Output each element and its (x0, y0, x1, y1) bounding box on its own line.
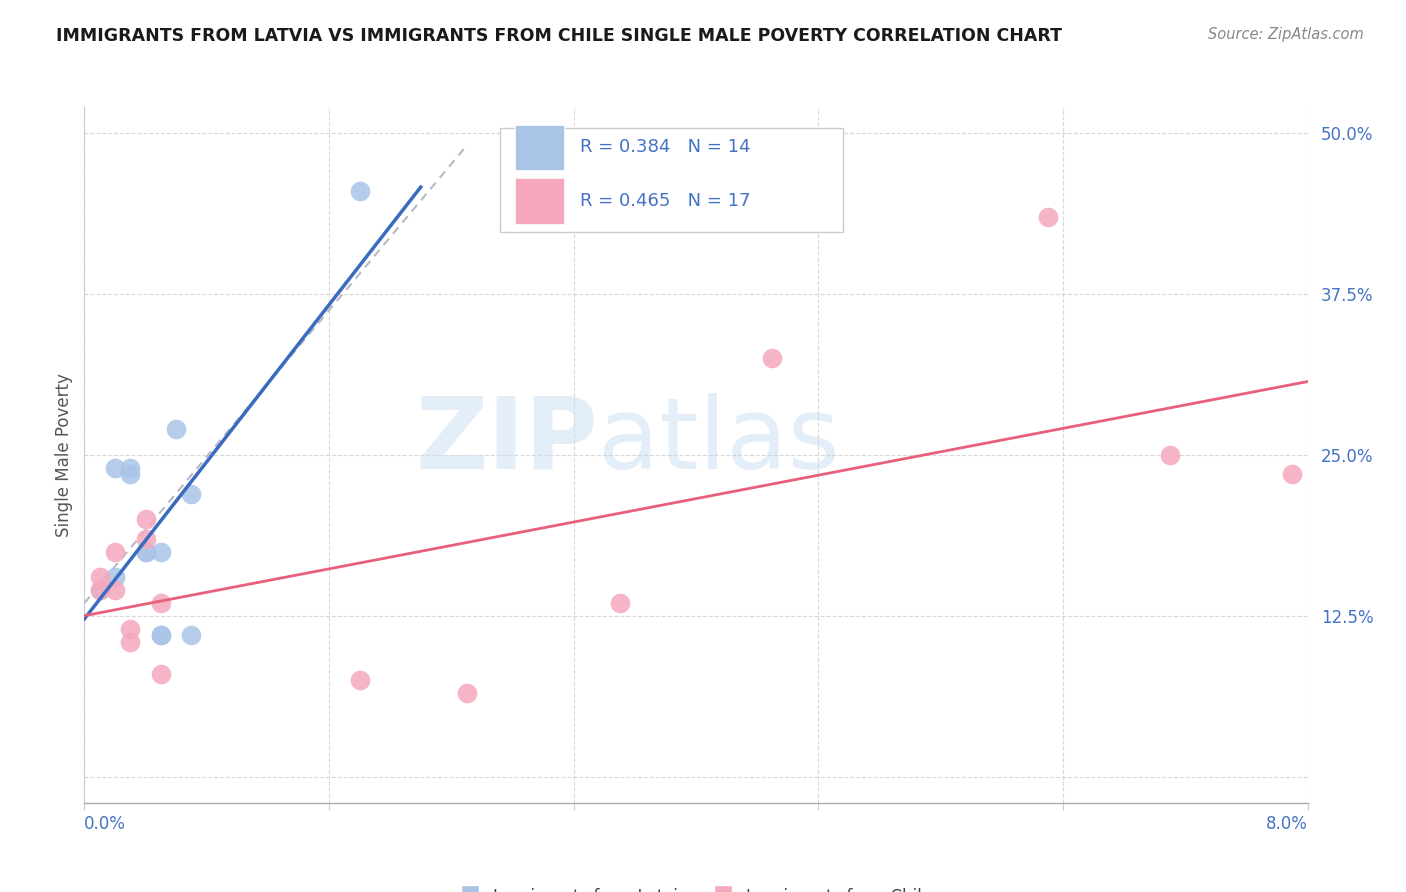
Point (89, 583, 111, 598)
Point (1036, 210, 1059, 224)
Point (104, 583, 127, 598)
Y-axis label: Single Male Poverty: Single Male Poverty (55, 373, 73, 537)
Point (135, 512, 157, 526)
Legend: Immigrants from Latvia, Immigrants from Chile: Immigrants from Latvia, Immigrants from … (453, 880, 939, 892)
Point (349, 184, 371, 198)
Point (149, 596, 172, 610)
Point (135, 544, 157, 558)
Point (89, 570, 111, 584)
Point (104, 460, 127, 475)
Text: R = 0.384   N = 14: R = 0.384 N = 14 (579, 138, 751, 156)
Point (120, 460, 142, 475)
Point (120, 467, 142, 482)
Point (149, 544, 172, 558)
Text: IMMIGRANTS FROM LATVIA VS IMMIGRANTS FROM CHILE SINGLE MALE POVERTY CORRELATION : IMMIGRANTS FROM LATVIA VS IMMIGRANTS FRO… (56, 27, 1063, 45)
Point (104, 570, 127, 584)
Point (135, 532, 157, 546)
Point (149, 667, 172, 681)
Text: atlas: atlas (598, 392, 839, 490)
Point (180, 486, 202, 500)
Point (761, 351, 783, 366)
FancyBboxPatch shape (515, 178, 564, 224)
Point (149, 628, 172, 642)
Point (89, 583, 111, 598)
Point (165, 422, 187, 436)
Point (180, 628, 202, 642)
Point (120, 634, 142, 648)
Point (456, 686, 478, 700)
Point (1159, 448, 1181, 462)
Point (149, 628, 172, 642)
FancyBboxPatch shape (515, 125, 564, 170)
Text: ZIP: ZIP (415, 392, 598, 490)
Point (104, 544, 127, 558)
Point (349, 673, 371, 688)
Text: R = 0.465   N = 17: R = 0.465 N = 17 (579, 192, 751, 210)
Point (135, 544, 157, 558)
Point (120, 622, 142, 636)
Point (609, 596, 631, 610)
Point (1281, 467, 1303, 482)
Text: Source: ZipAtlas.com: Source: ZipAtlas.com (1208, 27, 1364, 42)
FancyBboxPatch shape (501, 128, 842, 232)
